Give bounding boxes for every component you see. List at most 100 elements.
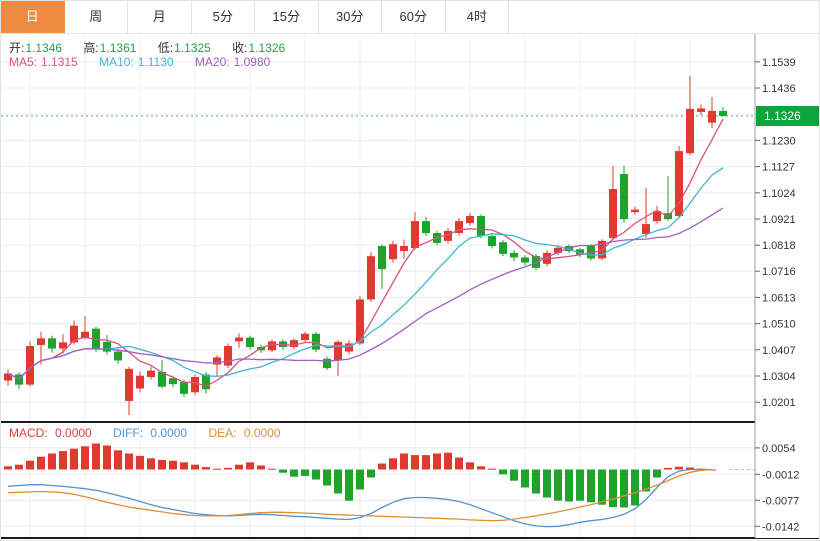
- macd-histogram-bar: [4, 466, 12, 470]
- macd-histogram-bar: [70, 448, 78, 470]
- macd-histogram-bar: [202, 467, 210, 470]
- macd-histogram-bar: [246, 462, 254, 470]
- candle-body: [268, 341, 276, 351]
- macd-histogram-bar: [510, 469, 518, 481]
- candle-body: [290, 340, 298, 347]
- candle-body: [202, 374, 210, 390]
- candle-body: [334, 341, 342, 361]
- macd-histogram-bar: [257, 465, 265, 470]
- macd-histogram-bar: [389, 458, 397, 470]
- price-axis-label: 1.0407: [762, 345, 796, 357]
- macd-histogram-bar: [147, 458, 155, 470]
- macd-histogram-bar: [466, 462, 474, 470]
- candle-body: [488, 236, 496, 246]
- macd-axis-label: -0.0077: [762, 495, 799, 507]
- macd-histogram-bar: [565, 469, 573, 502]
- macd-histogram-bar: [477, 466, 485, 470]
- price-axis-label: 1.0818: [762, 240, 796, 252]
- chart-area: 1.1539 1.1436 1.1230 1.1127 1.1024 1.0921 1.08…: [1, 34, 819, 540]
- price-axis-label: 1.1436: [762, 83, 796, 95]
- macd-histogram-bar: [301, 469, 309, 476]
- price-axis-label: 1.1539: [762, 57, 796, 69]
- macd-histogram-bar: [59, 451, 67, 470]
- macd-histogram-bar: [543, 469, 551, 498]
- candle-body: [455, 221, 463, 234]
- candle-body: [48, 338, 56, 349]
- candle-body: [411, 221, 419, 249]
- candle-body: [554, 247, 562, 253]
- macd-histogram-bar: [400, 453, 408, 470]
- macd-histogram-bar: [411, 455, 419, 470]
- macd-histogram-bar: [686, 467, 694, 470]
- candle-body: [158, 371, 166, 387]
- macd-histogram-bar: [334, 469, 342, 494]
- candle-body: [81, 331, 89, 338]
- tab-5min[interactable]: 5分: [191, 1, 255, 33]
- candle-body: [103, 341, 111, 352]
- chart-canvas[interactable]: 1.1539 1.1436 1.1230 1.1127 1.1024 1.0921 1.08…: [1, 34, 819, 540]
- macd-histogram-bar: [642, 469, 650, 492]
- macd-histogram-bar: [125, 453, 133, 470]
- candle-body: [719, 110, 727, 116]
- macd-histogram-bar: [422, 455, 430, 470]
- candle-body: [422, 221, 430, 234]
- candle-body: [708, 110, 716, 123]
- candle-body: [191, 377, 199, 393]
- ma10-line: [7, 167, 724, 380]
- macd-histogram-bar: [15, 464, 23, 470]
- timeframe-tabbar: 日周月 5分 15分 30分 60分 4时: [1, 1, 819, 34]
- macd-histogram-bar: [158, 459, 166, 470]
- macd-histogram-bar: [587, 469, 595, 503]
- macd-histogram-bar: [279, 469, 287, 473]
- price-axis-label: 1.0716: [762, 266, 796, 278]
- tab-60min[interactable]: 60分: [382, 1, 446, 33]
- macd-histogram-bar: [26, 460, 34, 470]
- candle-body: [224, 345, 232, 366]
- macd-histogram-bar: [653, 469, 661, 478]
- tab-30min[interactable]: 30分: [318, 1, 382, 33]
- tab-week[interactable]: 周: [64, 1, 128, 33]
- candle-body: [532, 255, 540, 268]
- candle-body: [389, 244, 397, 260]
- macd-histogram-bar: [433, 453, 441, 470]
- macd-axis-label: -0.0012: [762, 469, 799, 481]
- macd-histogram-bar: [268, 468, 276, 470]
- candle-body: [367, 256, 375, 300]
- macd-histogram-bar: [488, 468, 496, 470]
- candle-body: [620, 174, 628, 220]
- macd-histogram-bar: [224, 467, 232, 470]
- macd-histogram-bar: [675, 466, 683, 470]
- price-axis-label: 1.0921: [762, 214, 796, 226]
- macd-histogram-bar: [213, 468, 221, 470]
- macd-histogram-bar: [81, 446, 89, 470]
- macd-histogram-bar: [631, 469, 639, 506]
- candle-body: [169, 378, 177, 385]
- macd-histogram-bar: [37, 456, 45, 470]
- candle-body: [609, 189, 617, 238]
- macd-histogram-bar: [48, 453, 56, 470]
- tab-15min[interactable]: 15分: [255, 1, 319, 33]
- macd-histogram-bar: [598, 469, 606, 505]
- macd-histogram-bar: [92, 443, 100, 470]
- tab-month[interactable]: 月: [128, 1, 192, 33]
- candle-body: [653, 211, 661, 222]
- price-axis-label: 1.0510: [762, 319, 796, 331]
- candle-body: [246, 337, 254, 347]
- candle-body: [301, 333, 309, 341]
- macd-histogram-bar: [499, 469, 507, 475]
- dea-line: [7, 468, 713, 522]
- macd-histogram-bar: [191, 464, 199, 470]
- macd-histogram-bar: [345, 469, 353, 501]
- current-price-tag: [756, 106, 819, 126]
- macd-histogram-bar: [323, 469, 331, 486]
- candle-body: [510, 252, 518, 258]
- macd-histogram-bar: [576, 469, 584, 501]
- tab-day[interactable]: 日: [1, 1, 65, 33]
- macd-histogram-bar: [290, 469, 298, 477]
- macd-histogram-bar: [455, 457, 463, 470]
- candle-body: [180, 382, 188, 394]
- macd-histogram-bar: [356, 469, 364, 490]
- tab-4hour[interactable]: 4时: [445, 1, 509, 33]
- macd-histogram-bar: [532, 469, 540, 494]
